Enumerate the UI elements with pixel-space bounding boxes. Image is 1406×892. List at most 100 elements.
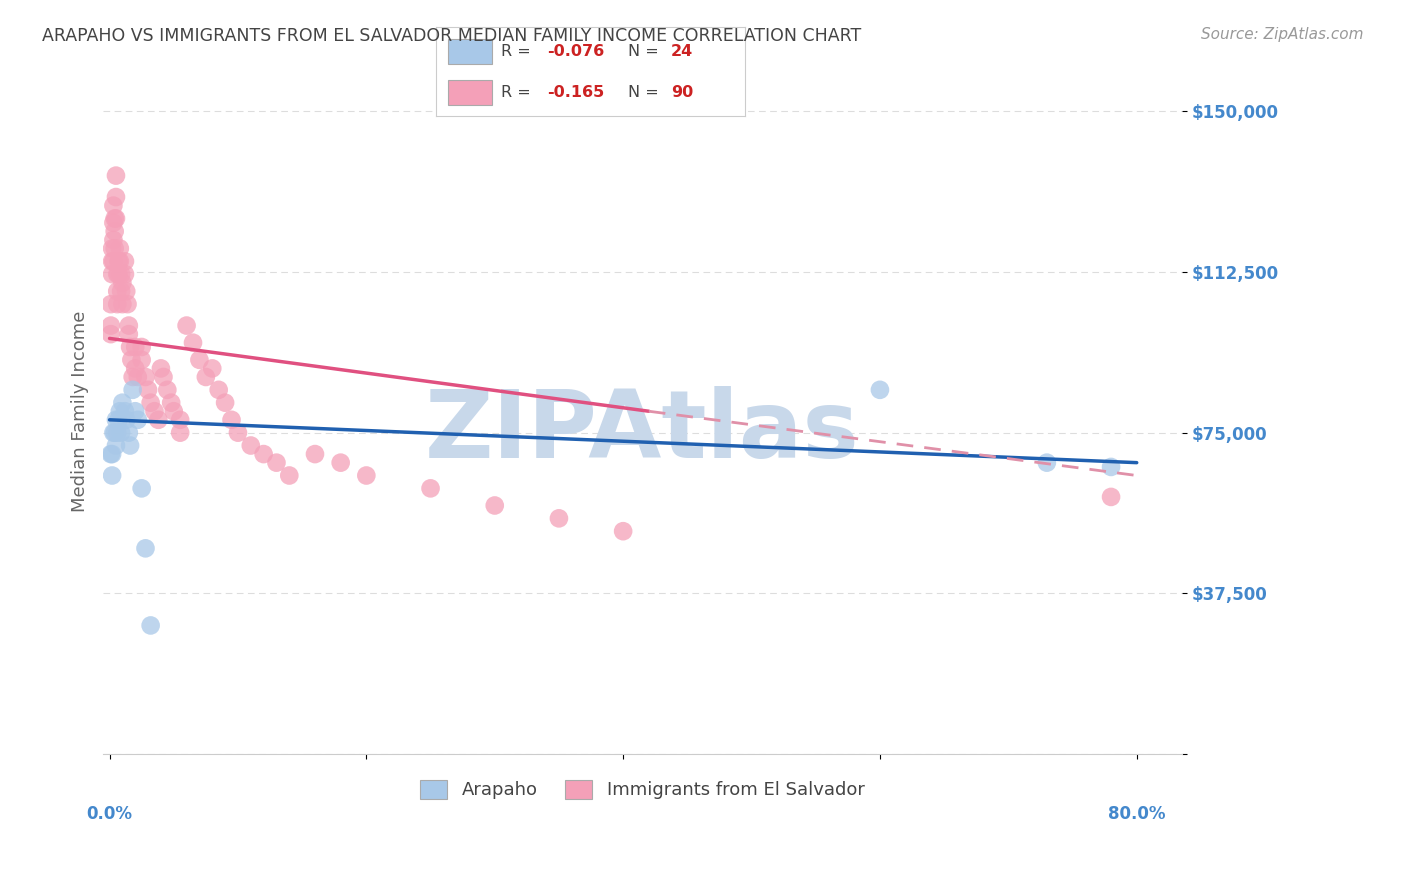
Point bbox=[117, 297, 139, 311]
Text: N =: N = bbox=[627, 86, 664, 100]
Point bbox=[121, 370, 143, 384]
Text: ARAPAHO VS IMMIGRANTS FROM EL SALVADOR MEDIAN FAMILY INCOME CORRELATION CHART: ARAPAHO VS IMMIGRANTS FROM EL SALVADOR M… bbox=[42, 27, 862, 45]
Point bbox=[356, 468, 378, 483]
Point bbox=[124, 404, 146, 418]
Point bbox=[127, 370, 149, 384]
Point bbox=[181, 335, 204, 350]
Point bbox=[100, 447, 122, 461]
Point bbox=[114, 404, 136, 418]
Point bbox=[612, 524, 634, 539]
Point bbox=[304, 447, 326, 461]
Point bbox=[131, 481, 153, 495]
Point bbox=[169, 425, 191, 440]
Y-axis label: Median Family Income: Median Family Income bbox=[72, 310, 89, 512]
Point bbox=[1099, 490, 1122, 504]
Text: Source: ZipAtlas.com: Source: ZipAtlas.com bbox=[1201, 27, 1364, 42]
Point bbox=[120, 352, 142, 367]
Point bbox=[131, 340, 153, 354]
Point bbox=[188, 352, 211, 367]
Point bbox=[121, 383, 143, 397]
Point bbox=[201, 361, 224, 376]
Point bbox=[104, 413, 127, 427]
Point bbox=[110, 285, 132, 299]
Point bbox=[419, 481, 441, 495]
Point bbox=[266, 456, 288, 470]
Point bbox=[114, 267, 136, 281]
Point bbox=[120, 438, 142, 452]
Point bbox=[214, 395, 236, 409]
Point bbox=[105, 425, 128, 440]
Point bbox=[107, 254, 129, 268]
Point bbox=[110, 267, 132, 281]
Point bbox=[104, 425, 127, 440]
Point bbox=[484, 499, 506, 513]
Point bbox=[163, 404, 186, 418]
Point bbox=[111, 276, 134, 290]
Point bbox=[115, 285, 138, 299]
Point bbox=[221, 413, 243, 427]
Point bbox=[194, 370, 217, 384]
Point bbox=[149, 361, 172, 376]
Point bbox=[105, 285, 128, 299]
Point bbox=[148, 413, 170, 427]
Point bbox=[107, 413, 129, 427]
Text: 0.0%: 0.0% bbox=[87, 805, 132, 823]
Text: 80.0%: 80.0% bbox=[1108, 805, 1166, 823]
Point bbox=[105, 267, 128, 281]
Text: N =: N = bbox=[627, 45, 664, 59]
Point bbox=[548, 511, 571, 525]
Point bbox=[124, 361, 146, 376]
Point bbox=[101, 447, 124, 461]
Point bbox=[100, 327, 122, 342]
Text: R =: R = bbox=[501, 86, 536, 100]
Text: ZIPAtlas: ZIPAtlas bbox=[425, 386, 860, 478]
Point bbox=[118, 318, 141, 333]
Point bbox=[111, 395, 134, 409]
Point bbox=[208, 383, 231, 397]
Text: 90: 90 bbox=[671, 86, 693, 100]
Point bbox=[160, 395, 183, 409]
Text: -0.165: -0.165 bbox=[547, 86, 605, 100]
Point bbox=[253, 447, 276, 461]
Point bbox=[103, 425, 125, 440]
Point bbox=[115, 413, 138, 427]
Point bbox=[104, 224, 127, 238]
Point bbox=[1099, 459, 1122, 474]
Point bbox=[104, 190, 127, 204]
Point bbox=[118, 327, 141, 342]
Point bbox=[100, 318, 122, 333]
Point bbox=[104, 242, 127, 256]
Point bbox=[103, 199, 125, 213]
FancyBboxPatch shape bbox=[449, 39, 492, 64]
Point bbox=[278, 468, 301, 483]
Point bbox=[101, 267, 124, 281]
Point bbox=[169, 413, 191, 427]
Point bbox=[226, 425, 249, 440]
Point bbox=[139, 395, 162, 409]
Point bbox=[1036, 456, 1059, 470]
Point bbox=[869, 383, 891, 397]
Point bbox=[100, 297, 122, 311]
Point bbox=[124, 340, 146, 354]
Point bbox=[118, 425, 141, 440]
Point bbox=[120, 340, 142, 354]
Point bbox=[108, 242, 131, 256]
Point bbox=[136, 383, 159, 397]
Point bbox=[107, 267, 129, 281]
Point bbox=[139, 618, 162, 632]
Point bbox=[101, 242, 124, 256]
Point bbox=[110, 425, 132, 440]
Legend: Arapaho, Immigrants from El Salvador: Arapaho, Immigrants from El Salvador bbox=[413, 772, 872, 806]
Point bbox=[156, 383, 179, 397]
Point bbox=[103, 254, 125, 268]
Text: 24: 24 bbox=[671, 45, 693, 59]
Point bbox=[131, 352, 153, 367]
Point bbox=[114, 254, 136, 268]
Text: -0.076: -0.076 bbox=[547, 45, 605, 59]
FancyBboxPatch shape bbox=[449, 80, 492, 105]
Point bbox=[104, 211, 127, 226]
Text: R =: R = bbox=[501, 45, 536, 59]
Point bbox=[103, 233, 125, 247]
Point bbox=[134, 370, 156, 384]
Point bbox=[108, 254, 131, 268]
